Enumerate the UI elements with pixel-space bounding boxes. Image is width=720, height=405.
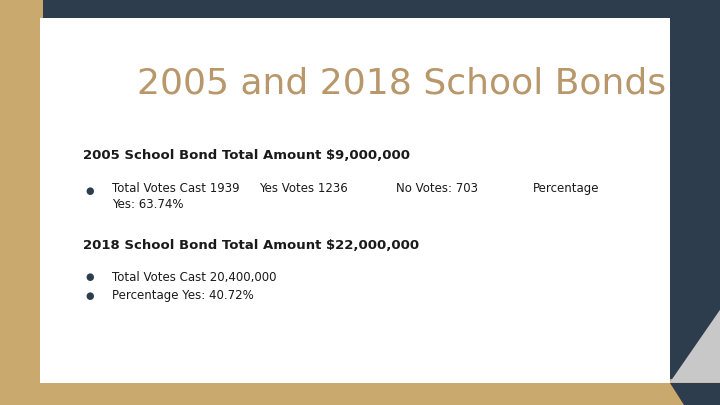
Text: Total Votes Cast 20,400,000: Total Votes Cast 20,400,000: [112, 271, 276, 284]
Text: 2005 and 2018 School Bonds: 2005 and 2018 School Bonds: [137, 66, 666, 100]
Text: 2005 School Bond Total Amount $9,000,000: 2005 School Bond Total Amount $9,000,000: [83, 149, 410, 162]
Text: Percentage: Percentage: [533, 182, 599, 195]
Text: Yes: 63.74%: Yes: 63.74%: [112, 198, 183, 211]
Text: Total Votes Cast 1939: Total Votes Cast 1939: [112, 182, 239, 195]
Text: Percentage Yes: 40.72%: Percentage Yes: 40.72%: [112, 289, 253, 302]
Text: Yes Votes 1236: Yes Votes 1236: [259, 182, 348, 195]
Text: ●: ●: [85, 273, 94, 282]
Text: ●: ●: [85, 186, 94, 196]
Text: No Votes: 703: No Votes: 703: [396, 182, 478, 195]
Text: 2018 School Bond Total Amount $22,000,000: 2018 School Bond Total Amount $22,000,00…: [83, 239, 419, 252]
Text: ●: ●: [85, 291, 94, 301]
